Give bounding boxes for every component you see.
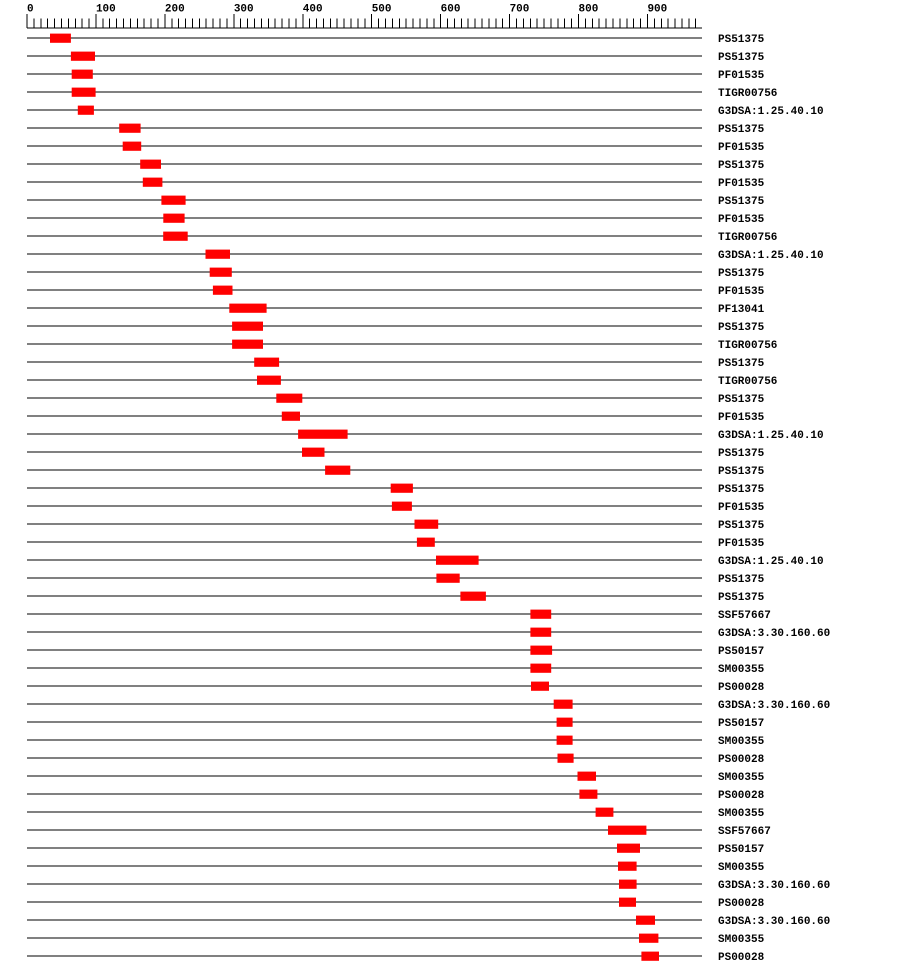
svg-text:PS00028: PS00028 [718,682,765,694]
svg-text:G3DSA:1.25.40.10: G3DSA:1.25.40.10 [718,556,824,568]
svg-text:600: 600 [441,4,461,16]
svg-text:PS51375: PS51375 [718,448,765,460]
svg-text:PS50157: PS50157 [718,718,764,730]
svg-text:G3DSA:1.25.40.10: G3DSA:1.25.40.10 [718,430,824,442]
svg-text:PS00028: PS00028 [718,790,765,802]
svg-text:PS51375: PS51375 [718,160,765,172]
svg-text:PF01535: PF01535 [718,502,765,514]
svg-text:SSF57667: SSF57667 [718,610,771,622]
svg-text:PS51375: PS51375 [718,592,765,604]
svg-text:SM00355: SM00355 [718,934,765,946]
svg-text:700: 700 [510,4,530,16]
svg-text:500: 500 [372,4,392,16]
svg-text:400: 400 [303,4,323,16]
svg-text:G3DSA:3.30.160.60: G3DSA:3.30.160.60 [718,916,830,928]
svg-text:PS51375: PS51375 [718,520,765,532]
svg-text:TIGR00756: TIGR00756 [718,376,777,388]
svg-text:PF01535: PF01535 [718,214,765,226]
svg-text:SM00355: SM00355 [718,862,765,874]
svg-text:PS51375: PS51375 [718,322,765,334]
svg-text:200: 200 [165,4,185,16]
svg-text:PF01535: PF01535 [718,286,765,298]
svg-text:SM00355: SM00355 [718,664,765,676]
svg-text:PS50157: PS50157 [718,844,764,856]
svg-text:SM00355: SM00355 [718,772,765,784]
svg-text:G3DSA:1.25.40.10: G3DSA:1.25.40.10 [718,106,824,118]
svg-text:PS51375: PS51375 [718,358,765,370]
svg-text:G3DSA:3.30.160.60: G3DSA:3.30.160.60 [718,628,830,640]
svg-text:PS00028: PS00028 [718,898,765,910]
svg-text:SSF57667: SSF57667 [718,826,771,838]
svg-text:PS51375: PS51375 [718,52,765,64]
svg-text:PF01535: PF01535 [718,70,765,82]
svg-text:TIGR00756: TIGR00756 [718,88,777,100]
svg-text:PS00028: PS00028 [718,952,765,964]
svg-text:PS51375: PS51375 [718,394,765,406]
svg-text:PS51375: PS51375 [718,574,765,586]
svg-text:PF01535: PF01535 [718,142,765,154]
svg-text:0: 0 [27,4,34,16]
svg-text:PF01535: PF01535 [718,412,765,424]
svg-text:PS50157: PS50157 [718,646,764,658]
svg-text:SM00355: SM00355 [718,808,765,820]
svg-text:PF01535: PF01535 [718,538,765,550]
svg-text:PS51375: PS51375 [718,268,765,280]
svg-text:100: 100 [96,4,116,16]
svg-text:TIGR00756: TIGR00756 [718,340,777,352]
svg-text:PF01535: PF01535 [718,178,765,190]
svg-text:PS51375: PS51375 [718,34,765,46]
svg-text:900: 900 [647,4,667,16]
svg-text:SM00355: SM00355 [718,736,765,748]
svg-text:PS00028: PS00028 [718,754,765,766]
svg-text:TIGR00756: TIGR00756 [718,232,777,244]
svg-text:800: 800 [579,4,599,16]
svg-text:300: 300 [234,4,254,16]
svg-text:PS51375: PS51375 [718,196,765,208]
svg-text:PF13041: PF13041 [718,304,765,316]
svg-text:PS51375: PS51375 [718,484,765,496]
svg-text:G3DSA:3.30.160.60: G3DSA:3.30.160.60 [718,700,830,712]
svg-text:PS51375: PS51375 [718,466,765,478]
svg-text:G3DSA:1.25.40.10: G3DSA:1.25.40.10 [718,250,824,262]
svg-text:G3DSA:3.30.160.60: G3DSA:3.30.160.60 [718,880,830,892]
svg-text:PS51375: PS51375 [718,124,765,136]
